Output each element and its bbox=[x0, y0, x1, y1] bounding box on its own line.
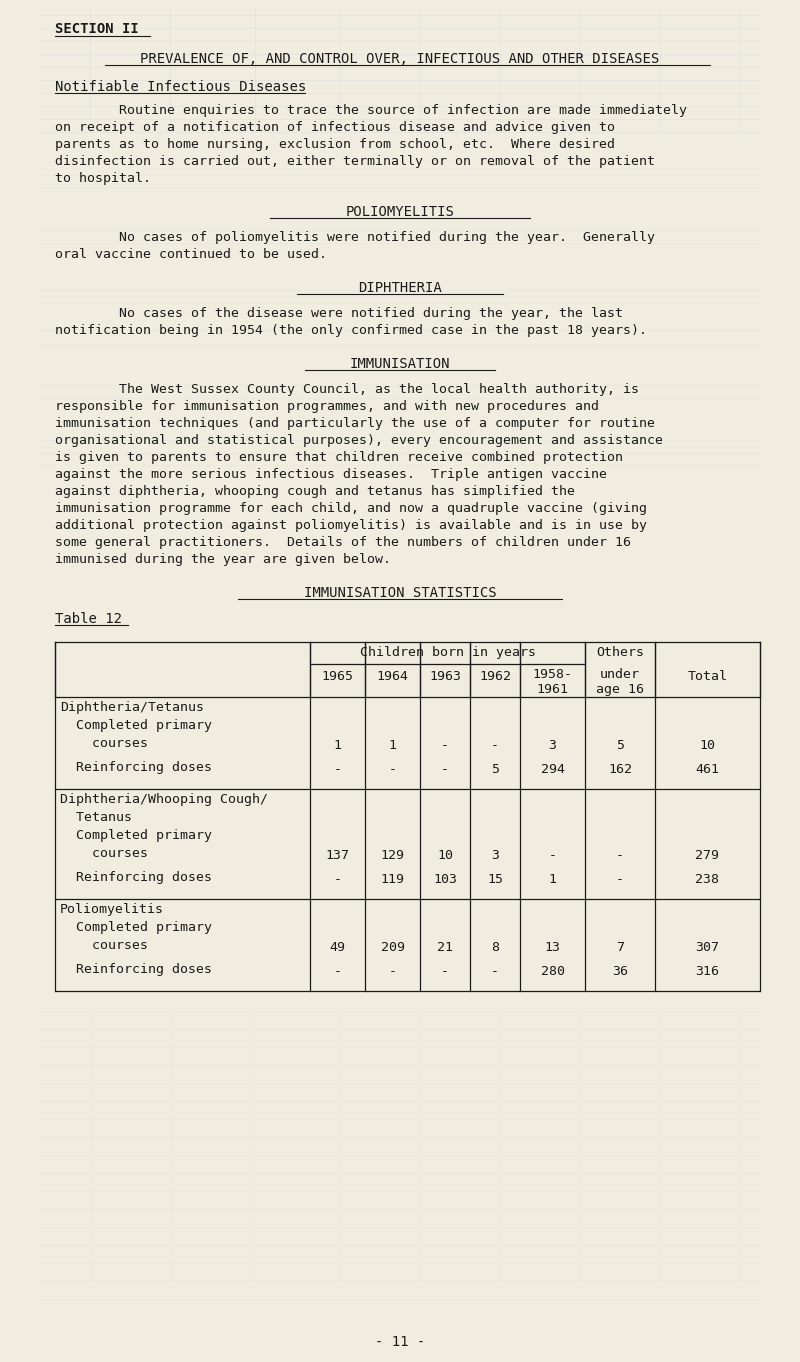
Text: 162: 162 bbox=[608, 763, 632, 776]
Text: -: - bbox=[491, 740, 499, 752]
Text: 1958-: 1958- bbox=[533, 667, 573, 681]
Text: -: - bbox=[616, 849, 624, 862]
Text: IMMUNISATION STATISTICS: IMMUNISATION STATISTICS bbox=[304, 586, 496, 601]
Text: 13: 13 bbox=[545, 941, 561, 953]
Text: parents as to home nursing, exclusion from school, etc.  Where desired: parents as to home nursing, exclusion fr… bbox=[55, 138, 615, 151]
Text: 294: 294 bbox=[541, 763, 565, 776]
Text: Completed primary: Completed primary bbox=[60, 719, 212, 731]
Text: 5: 5 bbox=[491, 763, 499, 776]
Text: IMMUNISATION: IMMUNISATION bbox=[350, 357, 450, 370]
Text: 316: 316 bbox=[695, 966, 719, 978]
Text: No cases of the disease were notified during the year, the last: No cases of the disease were notified du… bbox=[55, 306, 623, 320]
Text: 209: 209 bbox=[381, 941, 405, 953]
Text: Completed primary: Completed primary bbox=[60, 921, 212, 934]
Text: Children born in years: Children born in years bbox=[359, 646, 535, 659]
Text: -: - bbox=[441, 740, 449, 752]
Text: 3: 3 bbox=[491, 849, 499, 862]
Text: 36: 36 bbox=[612, 966, 628, 978]
Text: is given to parents to ensure that children receive combined protection: is given to parents to ensure that child… bbox=[55, 451, 623, 464]
Text: -: - bbox=[441, 966, 449, 978]
Text: on receipt of a notification of infectious disease and advice given to: on receipt of a notification of infectio… bbox=[55, 121, 615, 133]
Text: 103: 103 bbox=[433, 873, 457, 887]
Text: Diphtheria/Tetanus: Diphtheria/Tetanus bbox=[60, 701, 204, 714]
Text: 15: 15 bbox=[487, 873, 503, 887]
Text: -: - bbox=[491, 966, 499, 978]
Text: 8: 8 bbox=[491, 941, 499, 953]
Text: -: - bbox=[389, 966, 397, 978]
Text: Tetanus: Tetanus bbox=[60, 810, 132, 824]
Text: - 11 -: - 11 - bbox=[375, 1335, 425, 1348]
Text: 307: 307 bbox=[695, 941, 719, 953]
Text: Poliomyelitis: Poliomyelitis bbox=[60, 903, 164, 917]
Text: Reinforcing doses: Reinforcing doses bbox=[60, 872, 212, 884]
Text: PREVALENCE OF, AND CONTROL OVER, INFECTIOUS AND OTHER DISEASES: PREVALENCE OF, AND CONTROL OVER, INFECTI… bbox=[140, 52, 660, 65]
Text: SECTION II: SECTION II bbox=[55, 22, 138, 35]
Text: 137: 137 bbox=[326, 849, 350, 862]
Text: immunisation techniques (and particularly the use of a computer for routine: immunisation techniques (and particularl… bbox=[55, 417, 655, 430]
Text: 1965: 1965 bbox=[322, 670, 354, 682]
Text: 10: 10 bbox=[437, 849, 453, 862]
Text: 461: 461 bbox=[695, 763, 719, 776]
Text: -: - bbox=[334, 873, 342, 887]
Text: responsible for immunisation programmes, and with new procedures and: responsible for immunisation programmes,… bbox=[55, 400, 599, 413]
Text: organisational and statistical purposes), every encouragement and assistance: organisational and statistical purposes)… bbox=[55, 434, 663, 447]
Text: age 16: age 16 bbox=[596, 682, 644, 696]
Text: 1964: 1964 bbox=[377, 670, 409, 682]
Text: under: under bbox=[600, 667, 640, 681]
Text: 1: 1 bbox=[549, 873, 557, 887]
Text: No cases of poliomyelitis were notified during the year.  Generally: No cases of poliomyelitis were notified … bbox=[55, 232, 655, 244]
Text: against diphtheria, whooping cough and tetanus has simplified the: against diphtheria, whooping cough and t… bbox=[55, 485, 575, 498]
Text: 1963: 1963 bbox=[429, 670, 461, 682]
Text: 129: 129 bbox=[381, 849, 405, 862]
Text: Reinforcing doses: Reinforcing doses bbox=[60, 963, 212, 977]
Text: immunisation programme for each child, and now a quadruple vaccine (giving: immunisation programme for each child, a… bbox=[55, 503, 647, 515]
Text: -: - bbox=[441, 763, 449, 776]
Text: Routine enquiries to trace the source of infection are made immediately: Routine enquiries to trace the source of… bbox=[55, 104, 687, 117]
Text: -: - bbox=[616, 873, 624, 887]
Text: courses: courses bbox=[60, 737, 148, 750]
Text: 5: 5 bbox=[616, 740, 624, 752]
Text: courses: courses bbox=[60, 847, 148, 859]
Text: The West Sussex County Council, as the local health authority, is: The West Sussex County Council, as the l… bbox=[55, 383, 639, 396]
Text: immunised during the year are given below.: immunised during the year are given belo… bbox=[55, 553, 391, 567]
Text: 238: 238 bbox=[695, 873, 719, 887]
Text: 1961: 1961 bbox=[537, 682, 569, 696]
Text: -: - bbox=[549, 849, 557, 862]
Text: Completed primary: Completed primary bbox=[60, 829, 212, 842]
Text: Diphtheria/Whooping Cough/: Diphtheria/Whooping Cough/ bbox=[60, 793, 268, 806]
Text: additional protection against poliomyelitis) is available and is in use by: additional protection against poliomyeli… bbox=[55, 519, 647, 533]
Text: DIPHTHERIA: DIPHTHERIA bbox=[358, 281, 442, 296]
Text: 1: 1 bbox=[334, 740, 342, 752]
Text: -: - bbox=[334, 763, 342, 776]
Text: Others: Others bbox=[596, 646, 644, 659]
Text: Notifiable Infectious Diseases: Notifiable Infectious Diseases bbox=[55, 80, 306, 94]
Text: 280: 280 bbox=[541, 966, 565, 978]
Text: courses: courses bbox=[60, 938, 148, 952]
Text: Reinforcing doses: Reinforcing doses bbox=[60, 761, 212, 774]
Text: 1: 1 bbox=[389, 740, 397, 752]
Text: notification being in 1954 (the only confirmed case in the past 18 years).: notification being in 1954 (the only con… bbox=[55, 324, 647, 336]
Text: 10: 10 bbox=[699, 740, 715, 752]
Text: some general practitioners.  Details of the numbers of children under 16: some general practitioners. Details of t… bbox=[55, 537, 631, 549]
Text: 3: 3 bbox=[549, 740, 557, 752]
Text: 1962: 1962 bbox=[479, 670, 511, 682]
Text: 279: 279 bbox=[695, 849, 719, 862]
Text: 119: 119 bbox=[381, 873, 405, 887]
Text: POLIOMYELITIS: POLIOMYELITIS bbox=[346, 206, 454, 219]
Text: disinfection is carried out, either terminally or on removal of the patient: disinfection is carried out, either term… bbox=[55, 155, 655, 168]
Text: Table 12: Table 12 bbox=[55, 612, 122, 627]
Text: 7: 7 bbox=[616, 941, 624, 953]
Text: -: - bbox=[389, 763, 397, 776]
Text: 49: 49 bbox=[330, 941, 346, 953]
Text: 21: 21 bbox=[437, 941, 453, 953]
Text: to hospital.: to hospital. bbox=[55, 172, 151, 185]
Text: Total: Total bbox=[687, 670, 727, 682]
Text: against the more serious infectious diseases.  Triple antigen vaccine: against the more serious infectious dise… bbox=[55, 469, 607, 481]
Text: -: - bbox=[334, 966, 342, 978]
Text: oral vaccine continued to be used.: oral vaccine continued to be used. bbox=[55, 248, 327, 262]
